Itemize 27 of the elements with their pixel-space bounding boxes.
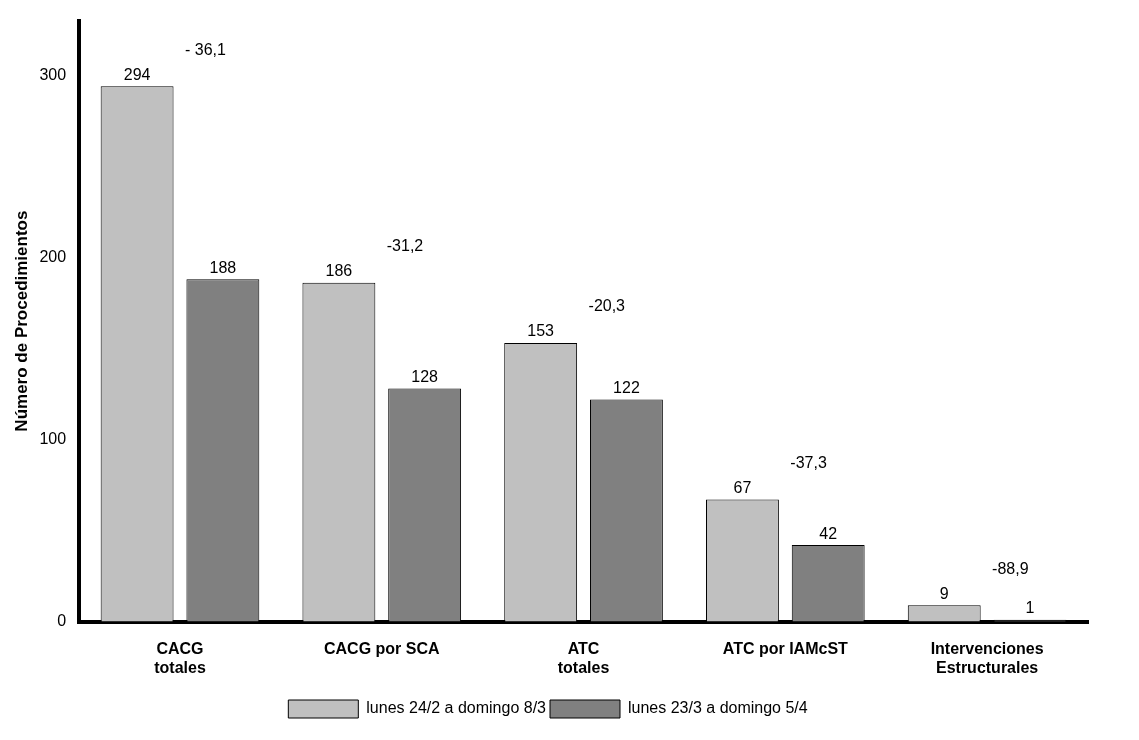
- data-label: 153: [527, 322, 555, 340]
- data-label: 186: [325, 262, 353, 280]
- annotation: - 36,1: [184, 40, 226, 58]
- x-tick-label: ATC totales: [557, 639, 610, 676]
- data-label: 42: [819, 524, 838, 542]
- y-tick-label: 100: [39, 429, 67, 447]
- y-axis-title: Número de Procedimientos: [11, 210, 31, 432]
- annotation: -88,9: [992, 559, 1029, 577]
- legend-label: lunes 23/3 a domingo 5/4: [628, 699, 808, 717]
- y-tick-label: 0: [57, 612, 67, 630]
- data-label: 128: [411, 367, 439, 385]
- data-label: 122: [613, 378, 640, 396]
- x-tick-label: CACG totales: [154, 639, 206, 676]
- data-label: 294: [123, 65, 151, 83]
- data-label: 67: [733, 478, 752, 496]
- annotation: -37,3: [790, 453, 827, 471]
- x-tick-label: Intervenciones Estructurales: [930, 639, 1044, 676]
- data-label: 1: [1025, 599, 1035, 617]
- x-tick-label: ATC por IAMcST: [722, 639, 849, 657]
- legend-label: lunes 24/2 a domingo 8/3: [366, 699, 547, 717]
- y-tick-label: 200: [39, 247, 67, 265]
- annotation: -20,3: [588, 297, 626, 315]
- data-label: 188: [209, 258, 237, 276]
- annotation: -31,2: [386, 237, 424, 255]
- data-label: 9: [939, 584, 949, 602]
- y-tick-label: 300: [39, 65, 67, 83]
- x-tick-label: CACG por SCA: [323, 639, 440, 657]
